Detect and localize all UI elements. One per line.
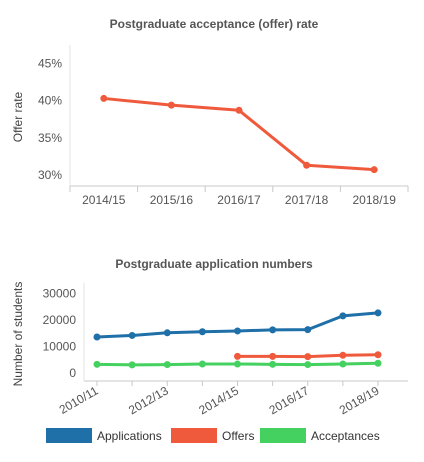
data-point [167,101,175,109]
data-point [374,351,382,359]
x-tick-label: 2017/18 [285,193,329,207]
data-point [234,352,241,360]
x-tick-label: 2018/19 [337,383,382,417]
application-numbers-chart: Postgraduate application numbers Number … [11,257,408,443]
data-point [128,331,136,339]
x-tick-label: 2014/15 [196,383,241,417]
y-axis-title: Number of students [11,282,25,387]
data-point [163,361,171,369]
data-point [234,360,241,368]
y-tick-label: 10000 [43,340,77,354]
x-tick-label: 2018/19 [353,193,397,207]
y-tick-label: 30000 [43,287,77,301]
y-tick-label: 45% [38,57,62,71]
data-point [93,360,101,368]
y-tick-label: 35% [38,131,62,145]
data-point [269,326,277,334]
legend-swatch [171,428,217,443]
legend-label: Applications [97,429,162,443]
legend-swatch [46,428,92,443]
x-tick-label: 2012/13 [126,383,171,417]
data-point [93,333,101,341]
y-tick-label: 0 [69,366,76,380]
data-point [304,326,312,334]
data-point [269,352,277,360]
y-axis-title: Offer rate [11,91,25,142]
y-tick-label: 30% [38,168,62,182]
legend-label: Offers [222,429,254,443]
data-point [100,94,108,102]
data-point [198,328,206,336]
data-point [374,309,382,317]
data-point [370,166,378,174]
data-point [304,353,312,361]
legend-swatch [260,428,306,443]
data-point [128,361,136,369]
y-tick-label: 20000 [43,313,77,327]
x-tick-label: 2014/15 [82,193,126,207]
chart-title: Postgraduate application numbers [115,257,313,271]
data-point [269,360,277,368]
data-point [339,360,347,368]
data-point [163,329,171,337]
x-tick-label: 2010/11 [57,383,101,417]
x-tick-label: 2016/17 [217,193,261,207]
data-point [303,161,311,169]
legend-label: Acceptances [311,429,380,443]
data-point [234,327,241,335]
data-point [235,106,243,114]
data-point [374,359,382,367]
acceptance-rate-chart: Postgraduate acceptance (offer) rate Off… [11,17,409,207]
x-tick-label: 2015/16 [150,193,194,207]
data-point [339,312,347,320]
data-point [198,360,206,368]
chart-title: Postgraduate acceptance (offer) rate [110,17,319,31]
y-tick-label: 40% [38,94,62,108]
x-tick-label: 2016/17 [267,383,312,417]
data-point [304,361,312,369]
data-point [339,351,347,359]
